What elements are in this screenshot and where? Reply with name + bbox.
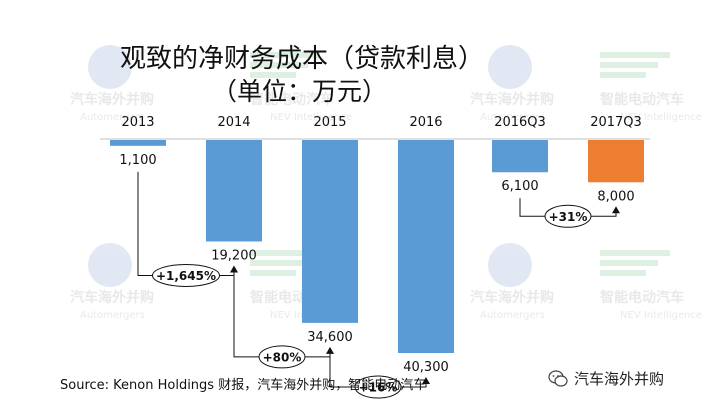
growth-annotation: +16% [329,348,430,399]
green-stripes-icon [250,250,320,276]
value-label: 40,300 [403,360,449,375]
category-label: 2014 [217,115,250,130]
value-label: 19,200 [211,248,257,263]
annotation-arrowhead [612,206,620,214]
annotation-text: +16% [359,381,398,395]
annotation-text: +31% [549,210,588,224]
annotation-bubble [544,204,592,228]
globe-icon [488,45,532,89]
background-logo-tile: 智能电动汽车 NEV Intelligence [599,52,702,123]
green-stripes-icon [600,250,670,276]
wechat-watermark: 汽车海外并购 [548,368,664,389]
background-logo-subtext: NEV Intelligence [270,112,352,123]
bar [588,140,644,183]
green-stripes-icon [250,52,320,78]
annotation-arrowhead [422,377,430,385]
category-label: 2016Q3 [494,115,546,130]
chart-subtitle: （单位：万元） [212,77,388,106]
bar [110,140,166,146]
annotation-bubble [258,345,306,369]
background-logo-tile: 汽车海外并购 Automergers [70,243,154,321]
background-logo-text: 汽车海外并购 [470,91,554,108]
background-logo-subtext: Automergers [480,310,545,321]
annotation-bubble [152,263,220,287]
background-logo-tile: 智能电动汽车 NEV Intelligence [249,52,352,123]
background-logo-text: 智能电动汽车 [599,289,684,306]
bar [492,140,548,173]
wechat-icon [548,369,568,387]
background-logo-subtext: NEV Intelligence [620,112,702,123]
watermark-text: 汽车海外并购 [574,370,665,388]
value-label: 6,100 [501,179,538,194]
background-logo-tile: 智能电动汽车 NEV Intelligence [599,250,702,321]
background-logo-text: 汽车海外并购 [470,289,554,306]
annotation-bubble [354,375,402,399]
background-logo-subtext: Automergers [80,112,145,123]
value-label: 1,100 [119,153,156,168]
bar [206,140,262,242]
bar [398,140,454,354]
background-logo-text: 智能电动汽车 [599,91,684,108]
background-logo-text: 汽车海外并购 [70,289,154,306]
category-label: 2017Q3 [590,115,642,130]
green-stripes-icon [600,52,670,78]
category-label: 2015 [313,115,346,130]
background-logo-text: 汽车海外并购 [70,91,154,108]
background-logo-subtext: NEV Intelligence [620,310,702,321]
value-label: 34,600 [307,330,353,345]
growth-annotation: +1,645% [137,171,238,287]
annotation-text: +1,645% [156,269,216,283]
chart-title: 观致的净财务成本（贷款利息） [120,44,485,74]
bar [302,140,358,323]
globe-icon [88,243,132,287]
background-logo-tile: 汽车海外并购 Automergers [70,45,154,123]
source-note: Source: Kenon Holdings 财报，汽车海外并购，智能电动汽车 [60,378,427,393]
value-label: 8,000 [597,189,634,204]
globe-icon [88,45,132,89]
background-logo-subtext: Automergers [480,112,545,123]
annotation-text: +80% [263,350,302,364]
growth-annotation: +31% [519,198,620,228]
background-logo-subtext: Automergers [80,310,145,321]
category-label: 2016 [409,115,442,130]
background-logo-tile: 汽车海外并购 Automergers [470,45,554,123]
background-logo-text: 智能电动汽车 [249,91,334,108]
background-logo-tile: 汽车海外并购 Automergers [470,243,554,321]
globe-icon [488,243,532,287]
category-label: 2013 [121,115,154,130]
